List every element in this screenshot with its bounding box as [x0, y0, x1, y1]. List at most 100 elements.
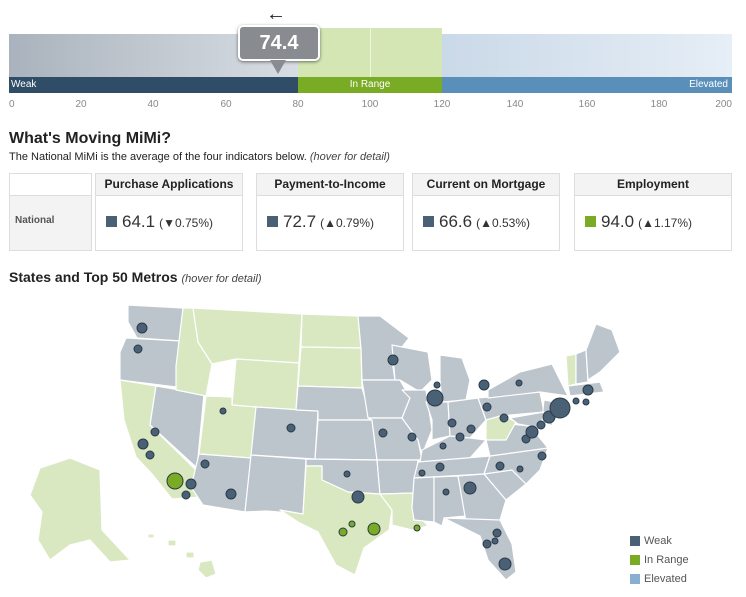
metro-detroit[interactable] — [478, 379, 490, 391]
indicator-name: Current on Mortgage — [413, 174, 559, 196]
metro-nashville[interactable] — [435, 462, 445, 472]
state-hawaii[interactable] — [197, 559, 217, 579]
metro-kansas-city[interactable] — [378, 428, 388, 438]
state-mississippi[interactable] — [411, 476, 435, 523]
state-alaska[interactable] — [29, 457, 131, 563]
state-kansas[interactable] — [314, 419, 378, 461]
metro-oklahoma-city[interactable] — [343, 470, 351, 478]
state-new-hampshire[interactable] — [575, 349, 589, 385]
metro-miami[interactable] — [498, 557, 512, 571]
status-swatch — [267, 216, 278, 227]
metro-san-jose[interactable] — [145, 450, 155, 460]
indicator-current-on-mortgage[interactable]: Current on Mortgage 66.6 (▲0.53%) — [412, 173, 560, 251]
state-iowa[interactable] — [361, 379, 411, 419]
state-ohio[interactable] — [447, 397, 487, 439]
left-arrow-icon: ← — [266, 3, 286, 25]
metro-denver[interactable] — [286, 423, 296, 433]
indicator-change: (▲1.17%) — [638, 216, 692, 230]
state-south-dakota[interactable] — [297, 346, 363, 389]
axis-tick: 140 — [506, 99, 524, 110]
metro-markers — [133, 322, 594, 571]
state-new-mexico[interactable] — [244, 454, 307, 515]
indicator-value: 64.1 — [122, 212, 156, 231]
metro-orlando[interactable] — [482, 539, 492, 549]
metro-raleigh[interactable] — [516, 465, 524, 473]
metro-chicago[interactable] — [426, 389, 444, 407]
metro-dallas[interactable] — [351, 490, 365, 504]
metro-washington[interactable] — [525, 425, 539, 439]
metro-new-orleans[interactable] — [413, 524, 421, 532]
state-north-dakota[interactable] — [300, 313, 362, 349]
state-vermont[interactable] — [565, 353, 577, 387]
metro-jacksonville[interactable] — [492, 528, 502, 538]
state-washington[interactable] — [127, 304, 184, 342]
metro-baltimore[interactable] — [536, 420, 546, 430]
metro-new-york[interactable] — [549, 397, 571, 419]
metro-providence[interactable] — [582, 398, 590, 406]
state-hawaii-islands[interactable] — [147, 533, 195, 559]
state-florida[interactable] — [443, 517, 517, 581]
metro-sacramento[interactable] — [150, 427, 160, 437]
metro-austin[interactable] — [348, 520, 356, 528]
state-maine[interactable] — [585, 323, 621, 381]
metro-buffalo[interactable] — [515, 379, 523, 387]
map-hover-hint: (hover for detail) — [181, 273, 262, 285]
indicator-payment-to-income[interactable]: Payment-to-Income 72.7 (▲0.79%) — [256, 173, 404, 251]
metro-las-vegas[interactable] — [200, 459, 210, 469]
status-swatch — [106, 216, 117, 227]
legend-swatch — [630, 573, 640, 584]
metro-los-angeles[interactable] — [166, 472, 184, 490]
indicator-purchase-applications[interactable]: Purchase Applications 64.1 (▼0.75%) — [95, 173, 243, 251]
state-texas[interactable] — [279, 465, 393, 576]
metro-milwaukee[interactable] — [433, 381, 441, 389]
metro-atlanta[interactable] — [463, 481, 477, 495]
metro-indianapolis[interactable] — [447, 418, 457, 428]
metro-cincinnati[interactable] — [455, 432, 465, 442]
metro-st-louis[interactable] — [407, 432, 417, 442]
metro-houston[interactable] — [367, 522, 381, 536]
metro-minneapolis[interactable] — [387, 354, 399, 366]
state-new-york[interactable] — [487, 363, 569, 399]
metro-columbus[interactable] — [466, 424, 476, 434]
metro-charlotte[interactable] — [495, 461, 505, 471]
indicator-change: (▲0.53%) — [476, 216, 530, 230]
metro-san-francisco[interactable] — [137, 438, 149, 450]
metro-salt-lake-city[interactable] — [219, 407, 227, 415]
metro-louisville[interactable] — [439, 442, 447, 450]
state-minnesota[interactable] — [357, 315, 410, 381]
metro-tampa[interactable] — [491, 537, 499, 545]
indicator-value: 94.0 — [601, 212, 635, 231]
indicator-change: (▲0.79%) — [320, 216, 374, 230]
us-states-map[interactable] — [0, 290, 746, 597]
metro-seattle[interactable] — [136, 322, 148, 334]
axis-tick: 20 — [75, 99, 87, 110]
state-wyoming[interactable] — [231, 358, 300, 411]
axis-tick: 80 — [292, 99, 304, 110]
metro-pittsburgh[interactable] — [499, 413, 509, 423]
gauge-value-callout[interactable]: 74.4 — [238, 25, 320, 61]
axis-tick: 160 — [578, 99, 596, 110]
mimi-gauge: Weak In Range Elevated — [9, 28, 732, 94]
metro-phoenix[interactable] — [225, 488, 237, 500]
state-indiana[interactable] — [425, 401, 451, 441]
metro-riverside[interactable] — [185, 478, 197, 490]
metro-hartford[interactable] — [572, 397, 580, 405]
legend-label: Weak — [644, 534, 672, 547]
metro-birmingham[interactable] — [442, 488, 450, 496]
metro-san-antonio[interactable] — [338, 527, 348, 537]
in-range-zone-label: In Range — [298, 77, 442, 93]
metro-boston[interactable] — [582, 384, 594, 396]
indicator-employment[interactable]: Employment 94.0 (▲1.17%) — [574, 173, 732, 251]
legend-swatch — [630, 554, 640, 565]
state-oregon[interactable] — [119, 337, 182, 388]
state-michigan[interactable] — [439, 354, 471, 403]
metro-san-diego[interactable] — [181, 490, 191, 500]
metro-cleveland[interactable] — [482, 402, 492, 412]
state-colorado[interactable] — [250, 406, 319, 460]
metro-memphis[interactable] — [418, 469, 426, 477]
metro-portland[interactable] — [133, 344, 143, 354]
state-arizona[interactable] — [190, 453, 252, 513]
metro-virginia-beach[interactable] — [537, 451, 547, 461]
state-arkansas[interactable] — [376, 459, 419, 495]
state-montana[interactable] — [192, 307, 303, 365]
